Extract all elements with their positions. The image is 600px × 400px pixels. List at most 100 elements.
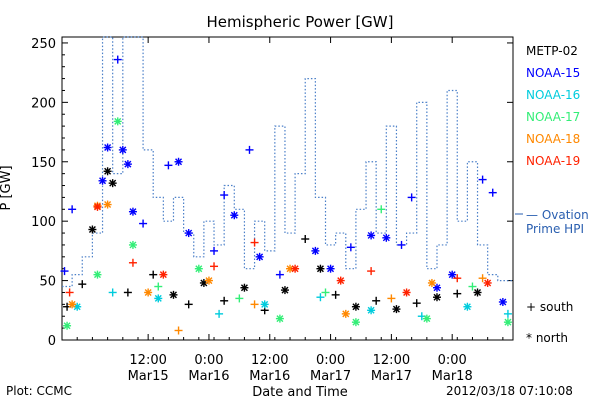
north-marker	[448, 270, 457, 279]
south-marker	[60, 267, 69, 276]
south-marker	[453, 274, 462, 283]
x-tick-label-date: Mar16	[249, 369, 290, 384]
chart-title: Hemispheric Power [GW]	[207, 13, 394, 31]
north-marker	[483, 278, 492, 287]
north-marker	[275, 314, 284, 323]
north-marker	[230, 211, 239, 220]
north-marker	[432, 283, 441, 292]
north-marker	[503, 318, 512, 327]
south-marker	[367, 267, 376, 276]
north-marker	[351, 318, 360, 327]
series-legend-noaa16: NOAA-16	[526, 88, 581, 102]
footer-plot-source: Plot: CCMC	[6, 384, 72, 398]
north-marker	[367, 306, 376, 315]
north-marker	[194, 264, 203, 273]
north-marker	[351, 302, 360, 311]
north-marker	[103, 167, 112, 176]
south-marker	[113, 55, 122, 64]
south-marker	[372, 296, 381, 305]
south-marker	[346, 243, 355, 252]
south-marker	[154, 282, 163, 291]
series-legend-noaa19: NOAA-19	[526, 154, 581, 168]
south-marker	[210, 262, 219, 271]
north-marker	[382, 233, 391, 242]
south-marker	[235, 294, 244, 303]
y-tick-label: 0	[48, 334, 56, 349]
north-marker	[316, 264, 325, 273]
south-marker	[387, 294, 396, 303]
south-marker	[139, 219, 148, 228]
x-tick-label-date: Mar17	[310, 369, 351, 384]
north-marker	[98, 176, 107, 185]
north-marker	[174, 157, 183, 166]
x-tick-label-date: Mar16	[188, 369, 229, 384]
north-marker	[336, 276, 345, 285]
south-marker	[215, 309, 224, 318]
y-tick-label: 150	[31, 156, 56, 171]
north-marker	[108, 179, 117, 188]
south-marker	[397, 240, 406, 249]
north-marker	[128, 207, 137, 216]
x-tick-label-date: Mar15	[128, 369, 169, 384]
south-marker	[220, 296, 229, 305]
north-marker	[184, 229, 193, 238]
south-marker	[453, 289, 462, 298]
south-marker	[321, 288, 330, 297]
south-marker	[65, 288, 74, 297]
south-marker	[210, 246, 219, 255]
marker-legend-north: * north	[526, 331, 569, 345]
ovation-legend-line2: Prime HPI	[526, 222, 584, 236]
north-marker	[123, 160, 132, 169]
y-tick-label: 200	[31, 96, 56, 111]
north-marker	[291, 264, 300, 273]
south-marker	[68, 205, 77, 214]
north-marker	[432, 293, 441, 302]
north-marker	[422, 314, 431, 323]
x-tick-label-date: Mar18	[432, 369, 473, 384]
ovation-hpi-line	[62, 36, 513, 288]
y-tick-label: 250	[31, 37, 56, 52]
series-legend-noaa18: NOAA-18	[526, 132, 581, 146]
plot-frame	[61, 36, 514, 341]
series-legend-noaa15: NOAA-15	[526, 66, 581, 80]
south-marker	[468, 282, 477, 291]
footer-timestamp: 2012/03/18 07:10:08	[446, 384, 573, 398]
north-marker	[402, 288, 411, 297]
south-marker	[377, 205, 386, 214]
north-marker	[103, 200, 112, 209]
north-marker	[367, 231, 376, 240]
north-marker	[63, 321, 72, 330]
marker-legend-south: + south	[526, 300, 574, 314]
south-marker	[184, 300, 193, 309]
ovation-legend-line1: — Ovation	[526, 208, 589, 222]
north-marker	[118, 145, 127, 154]
north-marker	[169, 290, 178, 299]
north-marker	[463, 302, 472, 311]
south-marker	[149, 270, 158, 279]
south-marker	[275, 270, 284, 279]
north-marker	[498, 297, 507, 306]
north-marker	[159, 270, 168, 279]
north-marker	[68, 300, 77, 309]
north-marker	[93, 202, 102, 211]
south-marker	[123, 288, 132, 297]
x-tick-label-time: 12:00	[251, 353, 288, 368]
x-tick-label-time: 0:00	[316, 353, 345, 368]
y-axis-label: P [GW]	[0, 165, 14, 210]
south-marker	[478, 175, 487, 184]
north-marker	[88, 225, 97, 234]
north-marker	[204, 276, 213, 285]
south-marker	[78, 280, 87, 289]
x-tick-label-time: 12:00	[373, 353, 410, 368]
south-marker	[220, 191, 229, 200]
north-marker	[255, 252, 264, 261]
south-marker	[478, 274, 487, 283]
north-marker	[103, 143, 112, 152]
south-marker	[488, 188, 497, 197]
south-marker	[164, 161, 173, 170]
north-marker	[113, 117, 122, 126]
north-marker	[93, 270, 102, 279]
south-marker	[245, 145, 254, 154]
